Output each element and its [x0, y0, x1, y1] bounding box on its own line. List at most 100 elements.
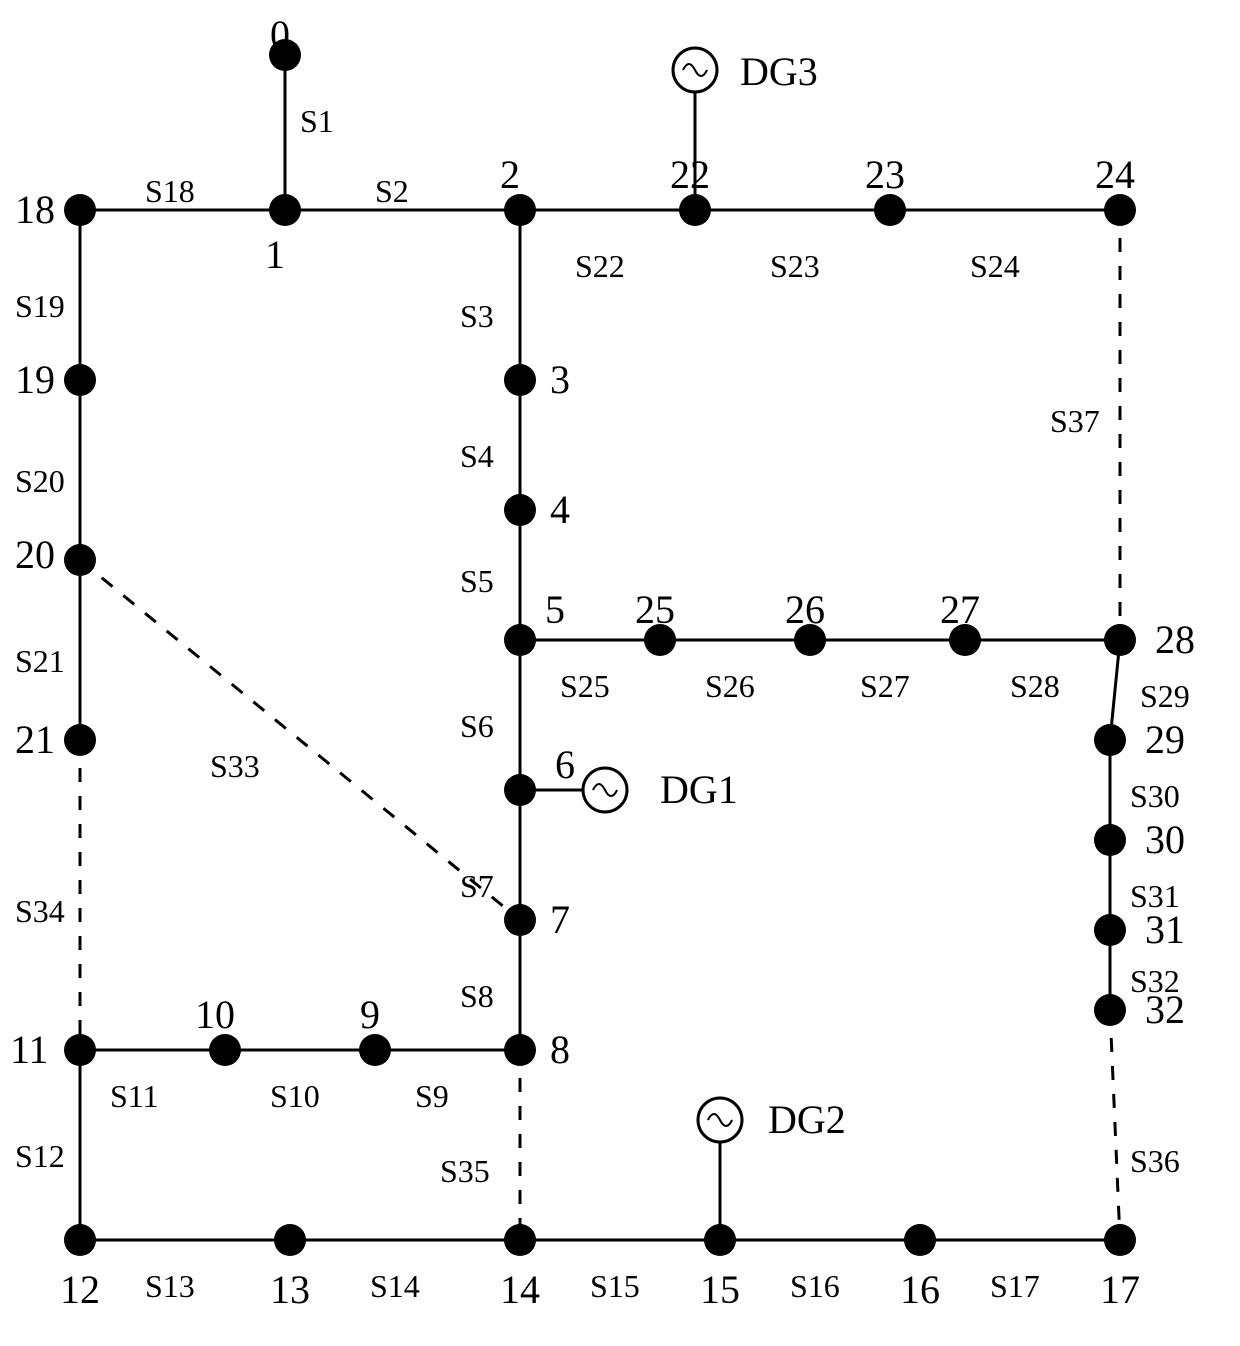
node-label-28: 28: [1155, 620, 1195, 660]
node-29: [1094, 724, 1126, 756]
node-label-32: 32: [1145, 990, 1185, 1030]
node-15: [704, 1224, 736, 1256]
edge-label-S37: S37: [1050, 405, 1100, 437]
node-label-2: 2: [500, 155, 520, 195]
edge-label-S3: S3: [460, 300, 494, 332]
edge-S33: [80, 560, 520, 920]
edge-label-S36: S36: [1130, 1145, 1180, 1177]
node-label-30: 30: [1145, 820, 1185, 860]
dg-label-DG1: DG1: [660, 770, 738, 810]
edge-label-S25: S25: [560, 670, 610, 702]
network-diagram: S1S2S3S4S5S6S7S8S9S10S11S12S13S14S15S16S…: [0, 0, 1240, 1346]
node-label-10: 10: [195, 995, 235, 1035]
node-17: [1104, 1224, 1136, 1256]
edge-label-S18: S18: [145, 175, 195, 207]
edge-label-S14: S14: [370, 1270, 420, 1302]
node-label-3: 3: [550, 360, 570, 400]
node-label-24: 24: [1095, 155, 1135, 195]
node-14: [504, 1224, 536, 1256]
edge-label-S29: S29: [1140, 680, 1190, 712]
node-2: [504, 194, 536, 226]
node-24: [1104, 194, 1136, 226]
dg-label-DG3: DG3: [740, 52, 818, 92]
node-9: [359, 1034, 391, 1066]
node-label-29: 29: [1145, 720, 1185, 760]
edge-label-S1: S1: [300, 105, 334, 137]
node-3: [504, 364, 536, 396]
node-label-25: 25: [635, 590, 675, 630]
edge-label-S10: S10: [270, 1080, 320, 1112]
node-5: [504, 624, 536, 656]
edge-label-S15: S15: [590, 1270, 640, 1302]
node-label-5: 5: [545, 590, 565, 630]
node-label-4: 4: [550, 490, 570, 530]
node-label-20: 20: [15, 535, 55, 575]
node-label-22: 22: [670, 155, 710, 195]
node-label-21: 21: [15, 720, 55, 760]
node-16: [904, 1224, 936, 1256]
node-label-27: 27: [940, 590, 980, 630]
edge-S36: [1110, 1010, 1120, 1240]
edge-label-S17: S17: [990, 1270, 1040, 1302]
node-label-8: 8: [550, 1030, 570, 1070]
edge-label-S24: S24: [970, 250, 1020, 282]
node-7: [504, 904, 536, 936]
edge-label-S30: S30: [1130, 780, 1180, 812]
edge-label-S22: S22: [575, 250, 625, 282]
node-18: [64, 194, 96, 226]
edge-label-S9: S9: [415, 1080, 449, 1112]
node-label-16: 16: [900, 1270, 940, 1310]
node-32: [1094, 994, 1126, 1026]
node-6: [504, 774, 536, 806]
edge-label-S4: S4: [460, 440, 494, 472]
node-label-11: 11: [10, 1030, 49, 1070]
node-label-1: 1: [265, 235, 285, 275]
node-13: [274, 1224, 306, 1256]
node-label-13: 13: [270, 1270, 310, 1310]
edge-label-S12: S12: [15, 1140, 65, 1172]
node-label-19: 19: [15, 360, 55, 400]
node-label-6: 6: [555, 745, 575, 785]
node-label-31: 31: [1145, 910, 1185, 950]
dg-label-DG2: DG2: [768, 1100, 846, 1140]
node-label-18: 18: [15, 190, 55, 230]
edge-label-S2: S2: [375, 175, 409, 207]
edge-label-S23: S23: [770, 250, 820, 282]
node-30: [1094, 824, 1126, 856]
node-label-12: 12: [60, 1270, 100, 1310]
edge-label-S5: S5: [460, 565, 494, 597]
node-10: [209, 1034, 241, 1066]
edge-label-S7: S7: [460, 870, 494, 902]
edge-label-S13: S13: [145, 1270, 195, 1302]
node-28: [1104, 624, 1136, 656]
node-1: [269, 194, 301, 226]
node-31: [1094, 914, 1126, 946]
edge-label-S28: S28: [1010, 670, 1060, 702]
node-label-23: 23: [865, 155, 905, 195]
node-label-17: 17: [1100, 1270, 1140, 1310]
node-11: [64, 1034, 96, 1066]
edge-label-S33: S33: [210, 750, 260, 782]
edge-label-S27: S27: [860, 670, 910, 702]
node-label-7: 7: [550, 900, 570, 940]
edge-label-S16: S16: [790, 1270, 840, 1302]
node-label-15: 15: [700, 1270, 740, 1310]
node-23: [874, 194, 906, 226]
node-22: [679, 194, 711, 226]
edge-label-S21: S21: [15, 645, 65, 677]
edge-label-S6: S6: [460, 710, 494, 742]
node-12: [64, 1224, 96, 1256]
edge-label-S34: S34: [15, 895, 65, 927]
edge-label-S8: S8: [460, 980, 494, 1012]
node-label-0: 0: [270, 15, 290, 55]
edge-label-S19: S19: [15, 290, 65, 322]
node-label-26: 26: [785, 590, 825, 630]
node-21: [64, 724, 96, 756]
edge-label-S20: S20: [15, 465, 65, 497]
node-4: [504, 494, 536, 526]
edge-label-S26: S26: [705, 670, 755, 702]
edge-label-S35: S35: [440, 1155, 490, 1187]
node-19: [64, 364, 96, 396]
node-8: [504, 1034, 536, 1066]
node-label-9: 9: [360, 995, 380, 1035]
